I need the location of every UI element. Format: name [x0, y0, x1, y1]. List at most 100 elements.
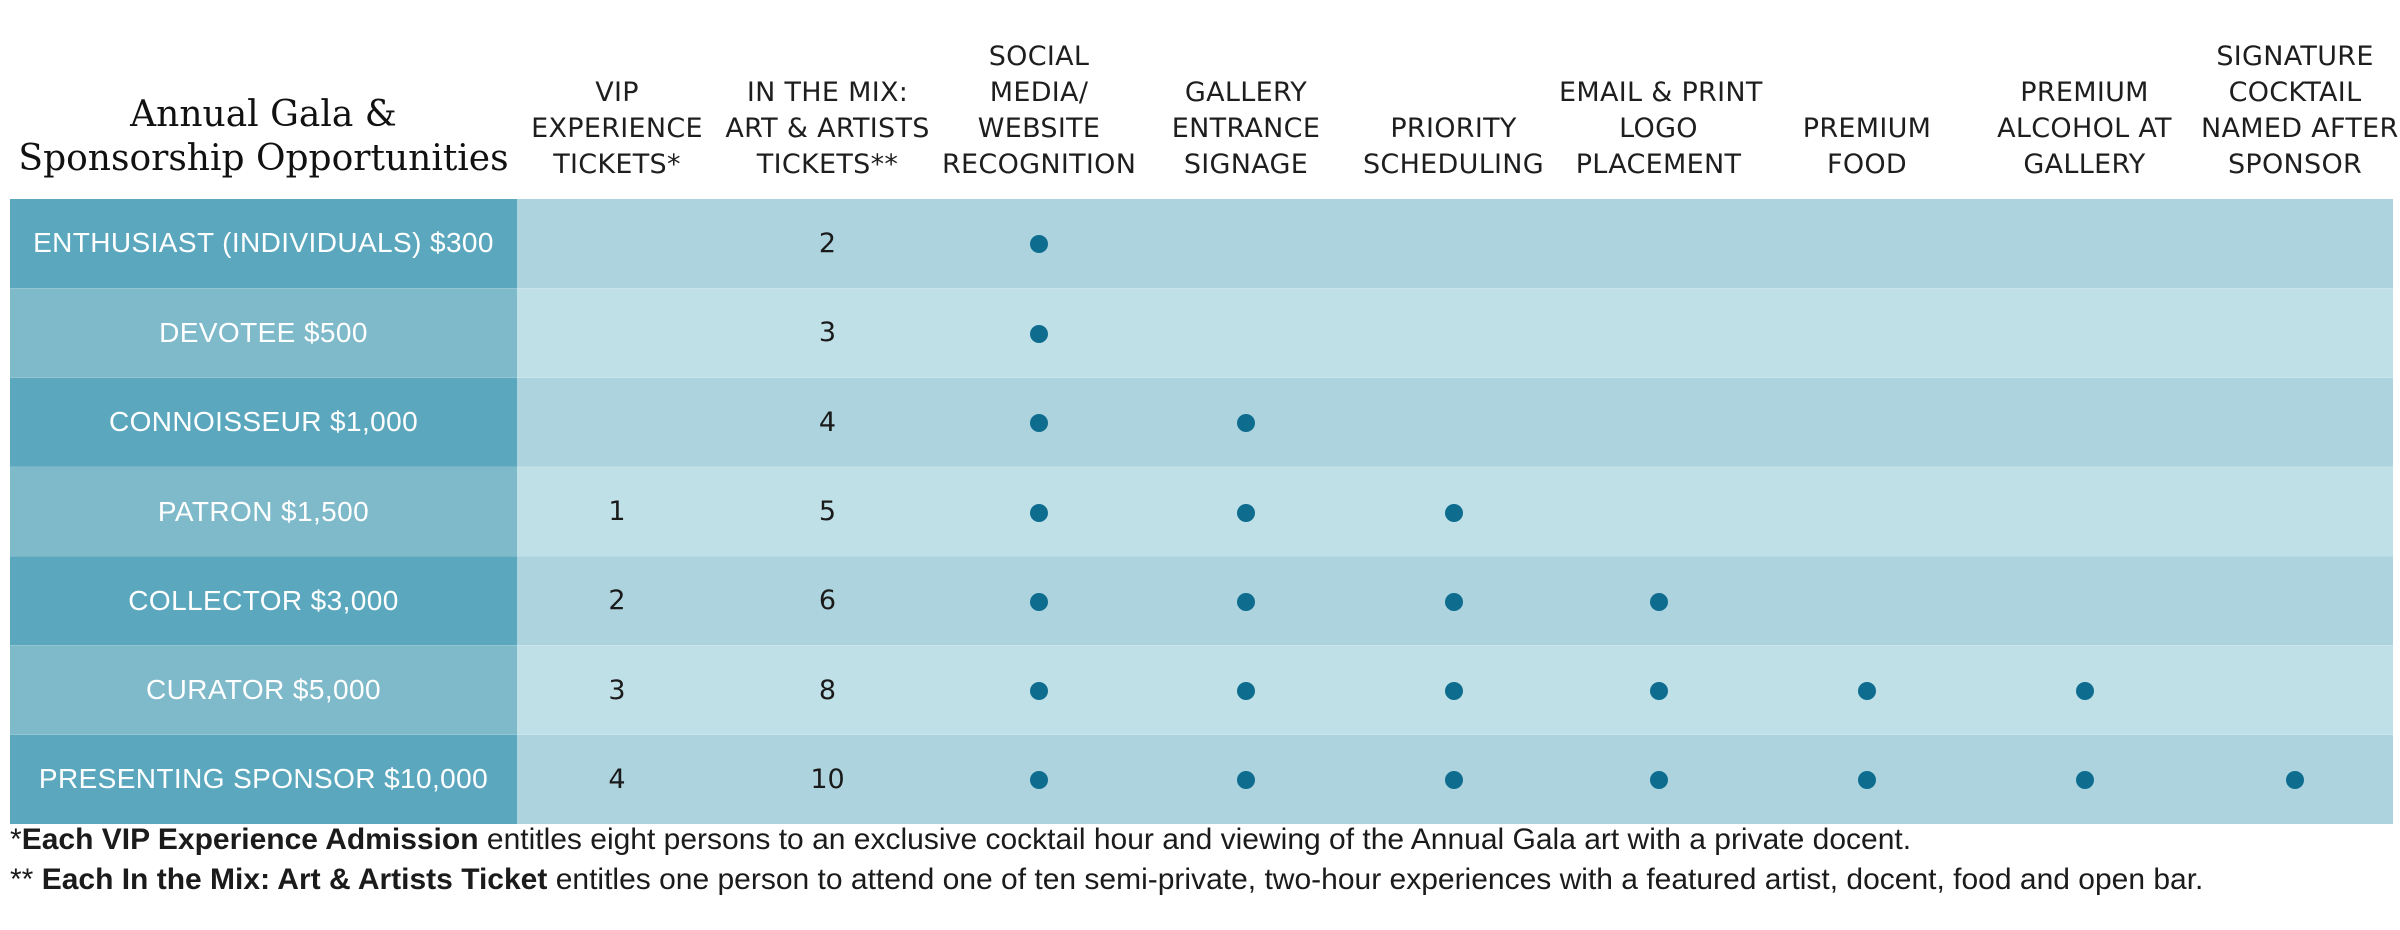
benefit-dot-icon: [1649, 771, 1668, 790]
column-header-line: SCHEDULING: [1362, 149, 1545, 180]
column-header-line: PREMIUM: [1802, 113, 1932, 144]
empty-cell-email: [1555, 199, 1762, 289]
count-cell-vip: 1: [517, 466, 717, 557]
column-header-line: SPONSOR: [2227, 149, 2363, 180]
empty-cell-cocktail: [2197, 466, 2393, 557]
benefit-dot-icon: [1444, 771, 1463, 790]
tier-label: PRESENTING SPONSOR $10,000: [10, 734, 517, 825]
benefit-dot-icon: [1030, 771, 1048, 790]
column-header-line: VIP: [595, 77, 639, 108]
column-header-cocktail: SIGNATURE COCKTAIL NAMED AFTER SPONSOR: [2197, 0, 2398, 199]
benefit-cell-social: [938, 556, 1140, 646]
benefit-cell-gallery: [1140, 734, 1352, 825]
column-header-line: GALLERY: [2023, 149, 2146, 180]
benefit-cell-gallery: [1140, 466, 1352, 557]
table-row: PRESENTING SPONSOR $10,000 4 10: [10, 734, 2393, 825]
empty-cell-food: [1762, 199, 1972, 289]
tier-label: CONNOISSEUR $1,000: [10, 377, 517, 468]
empty-cell-food: [1762, 466, 1972, 557]
benefit-cell-alcohol: [1972, 645, 2197, 736]
footnote-bold: Each In the Mix: Art & Artists Ticket: [41, 863, 548, 896]
empty-cell-cocktail: [2197, 377, 2393, 468]
footnote-mix: ** Each In the Mix: Art & Artists Ticket…: [10, 860, 2390, 900]
column-header-line: PREMIUM: [2020, 77, 2149, 108]
column-header-line: COCKTAIL: [2228, 77, 2362, 108]
column-header-line: PRIORITY: [1390, 113, 1517, 144]
empty-cell-email: [1555, 377, 1762, 468]
benefit-dot-icon: [1649, 682, 1668, 701]
benefit-dot-icon: [1030, 592, 1048, 611]
count-cell-mix: 8: [717, 645, 938, 736]
column-header-mix: IN THE MIX: ART & ARTISTS TICKETS**: [717, 0, 938, 199]
table-row: CONNOISSEUR $1,000 4: [10, 377, 2393, 468]
count-cell-mix: 6: [717, 556, 938, 646]
column-header-line: EMAIL & PRINT: [1559, 77, 1763, 108]
column-header-email: EMAIL & PRINT LOGO PLACEMENT: [1555, 0, 1762, 199]
column-header-line: RECOGNITION: [942, 149, 1137, 180]
column-header-priority: PRIORITY SCHEDULING: [1352, 0, 1555, 199]
table-title-line: Annual Gala &: [130, 94, 397, 135]
empty-cell-email: [1555, 466, 1762, 557]
benefit-cell-gallery: [1140, 377, 1352, 468]
column-header-line: SIGNATURE: [2216, 41, 2374, 72]
benefit-dot-icon: [1444, 503, 1463, 522]
empty-cell-priority: [1352, 288, 1555, 379]
header-row: Annual Gala & Sponsorship Opportunities …: [10, 0, 2398, 199]
table-row: ENTHUSIAST (INDIVIDUALS) $300 2: [10, 199, 2393, 289]
benefit-cell-food: [1762, 734, 1972, 825]
empty-cell-alcohol: [1972, 377, 2197, 468]
empty-cell-alcohol: [1972, 466, 2197, 557]
empty-cell-cocktail: [2197, 556, 2393, 646]
table-row: CURATOR $5,000 3 8: [10, 645, 2393, 736]
benefit-cell-priority: [1352, 734, 1555, 825]
empty-cell-email: [1555, 288, 1762, 379]
benefit-dot-icon: [1030, 235, 1048, 254]
column-header-line: GALLERY: [1184, 77, 1308, 108]
table-row: COLLECTOR $3,000 2 6: [10, 556, 2393, 646]
benefit-dot-icon: [2286, 771, 2304, 790]
count-cell-mix: 2: [717, 199, 938, 289]
benefit-dot-icon: [1237, 682, 1255, 701]
count-cell-vip: 2: [517, 556, 717, 646]
table-title: Annual Gala & Sponsorship Opportunities: [10, 0, 517, 199]
benefit-cell-social: [938, 734, 1140, 825]
benefit-dot-icon: [1444, 682, 1463, 701]
benefit-dot-icon: [1030, 324, 1048, 343]
benefit-dot-icon: [1237, 592, 1255, 611]
column-header-line: FOOD: [1826, 149, 1908, 180]
column-header-line: ART & ARTISTS: [725, 113, 930, 144]
empty-cell-cocktail: [2197, 199, 2393, 289]
empty-cell-alcohol: [1972, 199, 2197, 289]
footnote-vip: *Each VIP Experience Admission entitles …: [10, 820, 2390, 860]
table-row: DEVOTEE $500 3: [10, 288, 2393, 379]
column-header-alcohol: PREMIUM ALCOHOL AT GALLERY: [1972, 0, 2197, 199]
tier-label: ENTHUSIAST (INDIVIDUALS) $300: [10, 199, 517, 289]
benefit-dot-icon: [1030, 503, 1048, 522]
benefit-dot-icon: [1649, 592, 1668, 611]
count-cell-vip: [517, 199, 717, 289]
benefit-cell-alcohol: [1972, 734, 2197, 825]
empty-cell-alcohol: [1972, 556, 2197, 646]
footnote-text: entitles one person to attend one of ten…: [547, 863, 2204, 896]
tier-label: DEVOTEE $500: [10, 288, 517, 379]
column-header-vip: VIP EXPERIENCE TICKETS*: [517, 0, 717, 199]
benefit-dot-icon: [1030, 682, 1048, 701]
benefit-cell-social: [938, 377, 1140, 468]
benefit-cell-social: [938, 199, 1140, 289]
column-header-line: WEBSITE: [977, 113, 1101, 144]
benefit-cell-email: [1555, 645, 1762, 736]
benefit-cell-social: [938, 645, 1140, 736]
column-header-line: IN THE MIX:: [746, 77, 909, 108]
column-header-gallery: GALLERY ENTRANCE SIGNAGE: [1140, 0, 1352, 199]
empty-cell-alcohol: [1972, 288, 2197, 379]
empty-cell-gallery: [1140, 199, 1352, 289]
benefit-cell-priority: [1352, 556, 1555, 646]
empty-cell-priority: [1352, 199, 1555, 289]
column-header-social: SOCIAL MEDIA/WEBSITE RECOGNITION: [938, 0, 1140, 199]
column-header-line: PLACEMENT: [1575, 149, 1742, 180]
footnote-marker: *: [10, 823, 22, 856]
table-body: ENTHUSIAST (INDIVIDUALS) $300 2 DEVOTEE $5…: [10, 199, 2393, 825]
column-header-line: ALCOHOL AT: [1997, 113, 2172, 144]
count-cell-mix: 5: [717, 466, 938, 557]
